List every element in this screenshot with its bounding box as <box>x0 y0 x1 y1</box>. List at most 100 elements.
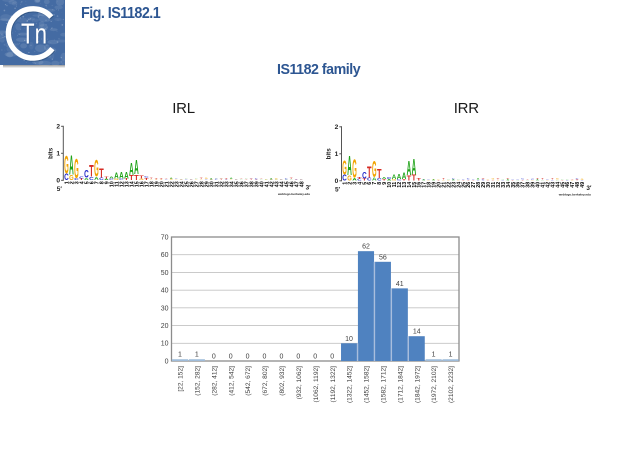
svg-text:T: T <box>417 178 422 181</box>
svg-text:32: 32 <box>496 182 502 188</box>
svg-text:G: G <box>427 179 430 181</box>
svg-text:29: 29 <box>481 182 487 188</box>
svg-text:28: 28 <box>476 182 482 188</box>
svg-text:T: T <box>467 179 471 180</box>
svg-text:1: 1 <box>335 151 339 158</box>
svg-text:G: G <box>531 180 534 181</box>
svg-text:0: 0 <box>296 354 300 361</box>
svg-text:C: C <box>175 178 178 179</box>
svg-text:30: 30 <box>486 182 492 188</box>
svg-text:39: 39 <box>531 182 537 188</box>
svg-text:T: T <box>551 178 555 180</box>
svg-text:A: A <box>387 179 392 181</box>
svg-text:A: A <box>536 179 540 181</box>
svg-text:T: T <box>245 179 249 180</box>
svg-text:G: G <box>275 178 279 180</box>
svg-text:T: T <box>129 173 134 182</box>
svg-text:60: 60 <box>161 252 169 259</box>
svg-text:G: G <box>195 179 198 181</box>
svg-text:T: T <box>150 178 154 180</box>
svg-text:G: G <box>447 179 450 180</box>
svg-text:48: 48 <box>299 181 305 187</box>
svg-text:34: 34 <box>506 182 512 188</box>
svg-text:T: T <box>165 178 169 179</box>
svg-text:10: 10 <box>345 336 353 343</box>
svg-text:25: 25 <box>461 182 467 188</box>
svg-text:1: 1 <box>178 352 182 359</box>
svg-text:32: 32 <box>219 181 225 187</box>
svg-text:14: 14 <box>413 329 421 336</box>
svg-text:(2102, 2232]: (2102, 2232] <box>448 366 455 403</box>
svg-text:A: A <box>412 155 417 179</box>
svg-text:3′: 3′ <box>586 185 592 192</box>
svg-text:9: 9 <box>382 182 388 185</box>
svg-text:36: 36 <box>516 182 522 188</box>
svg-text:10: 10 <box>161 341 169 348</box>
svg-text:20: 20 <box>437 182 443 188</box>
svg-text:20: 20 <box>161 323 169 330</box>
svg-text:G: G <box>352 154 357 183</box>
svg-text:A: A <box>422 179 426 181</box>
svg-text:G: G <box>347 175 352 183</box>
svg-text:41: 41 <box>396 281 404 288</box>
svg-text:T: T <box>437 180 441 181</box>
svg-text:T: T <box>144 178 149 181</box>
svg-text:A: A <box>407 157 412 180</box>
svg-text:38: 38 <box>526 182 532 188</box>
svg-text:T: T <box>526 179 529 180</box>
svg-text:41: 41 <box>540 182 546 188</box>
svg-text:G: G <box>392 179 397 181</box>
svg-text:A: A <box>124 170 129 181</box>
svg-text:4: 4 <box>79 181 85 184</box>
svg-text:T: T <box>240 178 244 179</box>
svg-text:47: 47 <box>294 181 300 187</box>
svg-text:A: A <box>69 151 74 181</box>
svg-text:C: C <box>205 179 209 180</box>
svg-text:2: 2 <box>347 182 353 185</box>
svg-text:T: T <box>362 179 367 182</box>
svg-text:T: T <box>79 178 84 180</box>
svg-text:10: 10 <box>109 181 115 187</box>
svg-text:C: C <box>576 178 580 180</box>
svg-text:11: 11 <box>114 181 120 187</box>
svg-text:T: T <box>576 179 580 181</box>
svg-text:T: T <box>496 178 500 180</box>
svg-text:A: A <box>134 157 139 180</box>
svg-text:50: 50 <box>161 270 169 277</box>
svg-text:C: C <box>357 179 362 182</box>
svg-text:G: G <box>74 154 79 184</box>
svg-text:A: A <box>185 178 189 179</box>
svg-text:38: 38 <box>249 181 255 187</box>
svg-text:T: T <box>160 178 164 180</box>
svg-text:31: 31 <box>491 182 497 188</box>
svg-text:C: C <box>295 178 299 179</box>
svg-text:28: 28 <box>199 181 205 187</box>
svg-text:T: T <box>536 178 540 180</box>
svg-text:T: T <box>270 179 274 180</box>
svg-text:A: A <box>180 178 184 179</box>
svg-text:4: 4 <box>357 182 363 185</box>
svg-text:C: C <box>551 179 554 180</box>
svg-text:1: 1 <box>56 151 60 158</box>
svg-text:5: 5 <box>84 181 90 184</box>
svg-text:T: T <box>210 179 214 180</box>
svg-text:C: C <box>285 178 289 180</box>
svg-text:G: G <box>190 179 193 180</box>
svg-text:C: C <box>185 179 189 180</box>
svg-text:0: 0 <box>335 178 339 185</box>
svg-text:G: G <box>139 178 144 180</box>
svg-text:G: G <box>235 178 238 179</box>
svg-text:7: 7 <box>94 181 100 184</box>
svg-text:C: C <box>397 179 402 181</box>
svg-text:G: G <box>546 179 549 181</box>
svg-text:1: 1 <box>342 182 348 185</box>
svg-text:A: A <box>457 179 460 180</box>
svg-text:16: 16 <box>139 181 145 187</box>
svg-text:(1452, 1582]: (1452, 1582] <box>364 366 371 403</box>
svg-text:A: A <box>84 178 89 182</box>
svg-text:20: 20 <box>159 181 165 187</box>
svg-text:A: A <box>94 176 99 181</box>
svg-text:C: C <box>511 179 514 180</box>
svg-text:A: A <box>195 178 198 179</box>
svg-text:A: A <box>372 177 377 182</box>
